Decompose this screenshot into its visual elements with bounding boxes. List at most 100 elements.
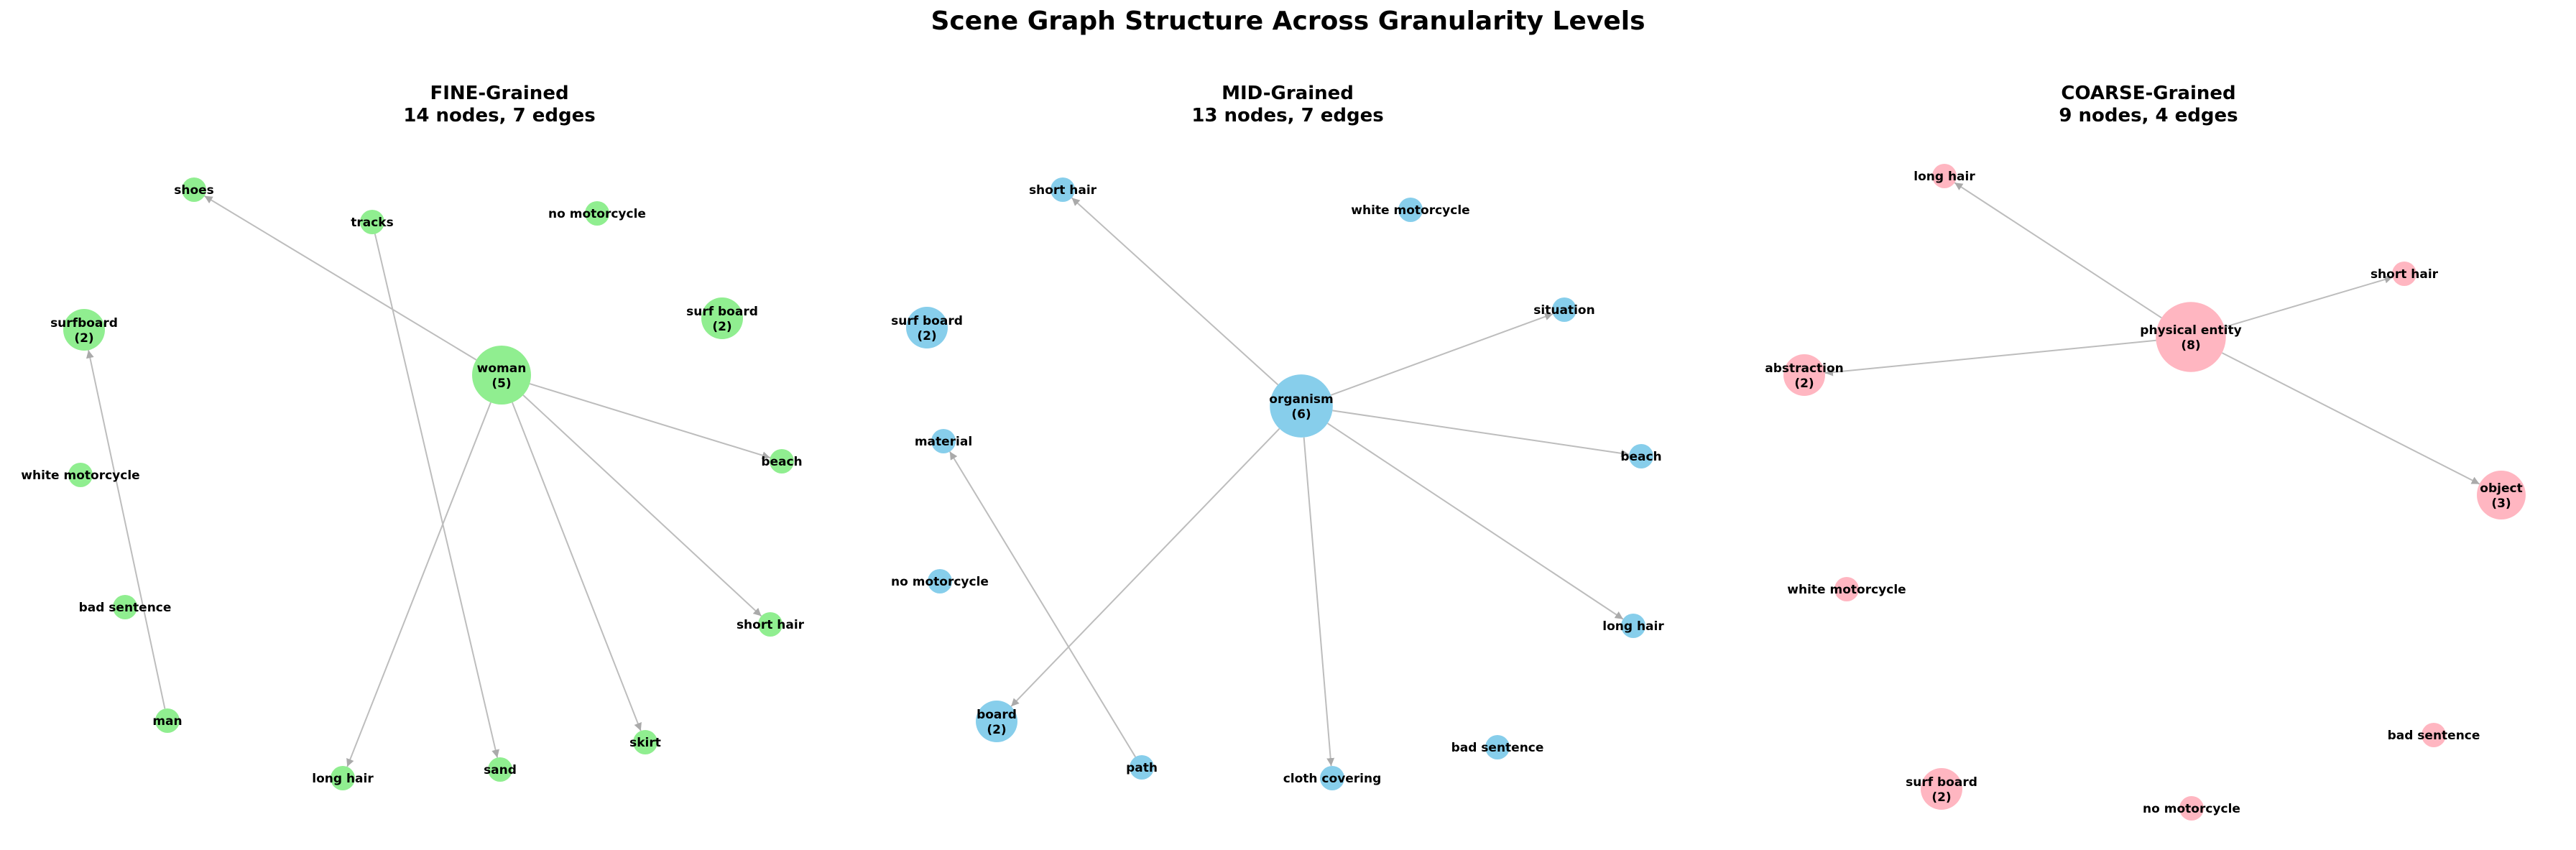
panel-title-mid-name: MID-Grained — [1222, 83, 1354, 104]
node-label-shoes: shoes — [174, 183, 214, 198]
node-label-white-motorcycle: white motorcycle — [1351, 203, 1469, 218]
panel-title-fine-stats: 14 nodes, 7 edges — [403, 105, 596, 126]
node-organism — [1270, 374, 1333, 438]
node-bad-sentence — [113, 595, 137, 619]
node-label-long-hair: long hair — [1913, 170, 1975, 184]
node-label-beach: beach — [761, 455, 802, 469]
node-long-hair — [331, 766, 355, 790]
node-surfboard — [63, 309, 105, 351]
node-tracks — [360, 210, 384, 234]
node-label-woman: woman (5) — [477, 361, 527, 391]
panel-title-fine: FINE-Grained 14 nodes, 7 edges — [212, 83, 787, 127]
node-label-short-hair: short hair — [737, 618, 805, 632]
edge-organism-to-board — [1010, 428, 1280, 707]
graph-panel-coarse: long hair short hair physical entity (8) abs… — [1765, 164, 2526, 821]
edge-physical-entity-to-long-hair — [1954, 182, 2162, 319]
figure-title: Scene Graph Structure Across Granularity… — [931, 6, 1645, 36]
node-surf-board — [1921, 768, 1962, 810]
node-label-man: man — [152, 714, 182, 729]
node-woman — [472, 346, 531, 405]
node-shoes — [182, 177, 206, 202]
node-label-no-motorcycle: no motorcycle — [2143, 802, 2240, 816]
node-physical-entity — [2156, 302, 2226, 372]
node-label-bad-sentence: bad sentence — [2388, 729, 2480, 743]
edge-organism-to-situation — [1330, 313, 1554, 396]
node-surf-board — [701, 297, 743, 339]
node-skirt — [633, 730, 657, 754]
node-label-abstraction: abstraction (2) — [1765, 361, 1844, 391]
node-label-short-hair: short hair — [2370, 267, 2439, 282]
panel-title-coarse-stats: 9 nodes, 4 edges — [2059, 105, 2238, 126]
node-label-no-motorcycle: no motorcycle — [548, 207, 646, 221]
node-label-long-hair: long hair — [312, 772, 374, 786]
node-short-hair — [2392, 262, 2416, 286]
node-label-organism: organism (6) — [1269, 392, 1333, 422]
edge-man-to-surfboard — [86, 350, 166, 709]
node-white-motorcycle — [1834, 577, 1859, 601]
node-sand — [488, 757, 512, 782]
node-label-surf-board: surf board (2) — [1906, 775, 1977, 805]
node-object — [2477, 471, 2526, 519]
panel-title-coarse: COARSE-Grained 9 nodes, 4 edges — [1861, 83, 2436, 127]
node-label-surf-board: surf board (2) — [686, 305, 758, 334]
node-no-motorcycle — [585, 201, 609, 226]
node-beach — [1629, 444, 1653, 468]
node-short-hair — [1051, 177, 1075, 202]
edge-physical-entity-to-object — [2221, 352, 2480, 485]
panel-title-mid: MID-Grained 13 nodes, 7 edges — [1000, 83, 1575, 127]
node-cloth-covering — [1320, 766, 1344, 790]
node-situation — [1552, 297, 1576, 322]
edge-tracks-to-sand — [374, 234, 499, 758]
node-label-beach: beach — [1620, 450, 1661, 464]
node-surf-board — [906, 307, 948, 348]
edge-organism-to-long-hair — [1326, 422, 1624, 620]
node-label-object: object (3) — [2480, 481, 2522, 511]
node-label-surf-board: surf board (2) — [891, 314, 963, 343]
node-label-bad-sentence: bad sentence — [79, 601, 172, 615]
node-white-motorcycle — [1398, 198, 1423, 222]
edge-organism-to-beach — [1332, 410, 1630, 458]
node-label-no-motorcycle: no motorcycle — [891, 575, 989, 589]
node-label-board: board (2) — [977, 708, 1017, 737]
graph-panel-mid: short hair white motorcycle surf board (2) s… — [891, 177, 1664, 790]
node-long-hair — [1932, 164, 1957, 188]
node-label-white-motorcycle: white motorcycle — [21, 468, 139, 483]
node-label-situation: situation — [1533, 303, 1594, 318]
node-no-motorcycle — [2179, 796, 2204, 821]
edge-path-to-material — [948, 451, 1137, 757]
node-label-tracks: tracks — [351, 216, 393, 230]
node-short-hair — [758, 612, 783, 637]
node-white-motorcycle — [68, 463, 93, 487]
node-label-path: path — [1126, 761, 1158, 775]
node-path — [1130, 755, 1154, 780]
edge-woman-to-long-hair — [346, 402, 491, 767]
panel-title-coarse-name: COARSE-Grained — [2061, 83, 2236, 104]
node-label-long-hair: long hair — [1602, 619, 1664, 634]
edge-organism-to-short-hair — [1071, 197, 1279, 386]
node-man — [155, 708, 180, 733]
graph-panel-fine: shoes tracks no motorcycle surfboard (2) surf… — [21, 177, 805, 790]
node-label-surfboard: surfboard (2) — [50, 316, 118, 346]
panel-title-fine-name: FINE-Grained — [430, 83, 569, 104]
edge-physical-entity-to-short-hair — [2224, 275, 2393, 328]
node-label-cloth-covering: cloth covering — [1283, 772, 1382, 786]
edge-woman-to-shoes — [204, 195, 477, 361]
edge-woman-to-skirt — [512, 402, 642, 731]
node-label-sand: sand — [484, 763, 517, 777]
node-label-short-hair: short hair — [1029, 183, 1097, 198]
edge-woman-to-beach — [529, 383, 771, 460]
edge-physical-entity-to-abstraction — [1824, 339, 2156, 377]
node-label-skirt: skirt — [629, 736, 661, 750]
node-no-motorcycle — [928, 569, 952, 593]
node-label-physical-entity: physical entity (8) — [2140, 323, 2241, 353]
node-label-material: material — [915, 435, 972, 449]
node-beach — [770, 449, 794, 473]
node-bad-sentence — [2422, 723, 2446, 747]
node-label-white-motorcycle: white motorcycle — [1787, 583, 1906, 597]
node-material — [931, 429, 956, 453]
panel-title-mid-stats: 13 nodes, 7 edges — [1191, 105, 1384, 126]
node-abstraction — [1783, 354, 1825, 396]
node-label-bad-sentence: bad sentence — [1451, 741, 1544, 755]
node-board — [976, 701, 1017, 742]
